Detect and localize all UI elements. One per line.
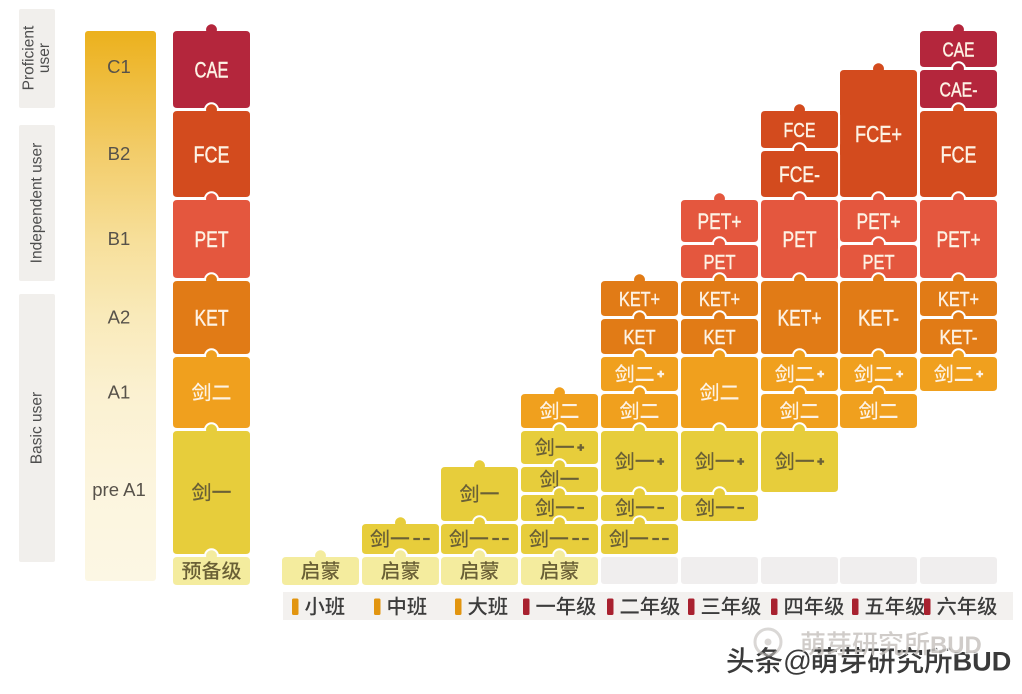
svg-text:KET: KET xyxy=(624,326,656,349)
svg-text:KET+: KET+ xyxy=(778,306,822,331)
svg-text:KET+: KET+ xyxy=(699,288,740,311)
svg-text:KET+: KET+ xyxy=(619,288,660,311)
svg-text:PET+: PET+ xyxy=(698,209,742,234)
svg-text:A1: A1 xyxy=(108,382,131,403)
svg-text:FCE: FCE xyxy=(941,142,977,168)
svg-text:PET: PET xyxy=(863,251,895,274)
svg-text:CAE: CAE xyxy=(943,39,975,62)
svg-text:FCE: FCE xyxy=(784,119,816,142)
svg-text:KET-: KET- xyxy=(940,326,978,349)
svg-text:CAE-: CAE- xyxy=(940,79,978,102)
svg-text:BUD: BUD xyxy=(953,645,1012,676)
svg-text:Proficient: Proficient xyxy=(21,25,38,90)
svg-text:B1: B1 xyxy=(108,228,131,249)
svg-text:CAE: CAE xyxy=(195,58,229,83)
svg-text:A2: A2 xyxy=(108,307,131,328)
svg-text:FCE: FCE xyxy=(194,142,230,168)
svg-text:Basic user: Basic user xyxy=(29,392,46,464)
svg-text:C1: C1 xyxy=(107,56,131,77)
svg-text:KET: KET xyxy=(195,306,229,331)
svg-text:B2: B2 xyxy=(108,143,131,164)
svg-text:PET+: PET+ xyxy=(937,227,981,252)
svg-text:FCE-: FCE- xyxy=(779,162,820,187)
svg-text:Independent user: Independent user xyxy=(29,143,46,264)
svg-text:PET+: PET+ xyxy=(857,209,901,234)
svg-text:PET: PET xyxy=(783,227,817,252)
svg-text:FCE+: FCE+ xyxy=(855,121,902,147)
svg-text:KET+: KET+ xyxy=(938,288,979,311)
svg-text:KET: KET xyxy=(704,326,736,349)
svg-text:pre A1: pre A1 xyxy=(92,479,146,500)
svg-text:PET: PET xyxy=(704,251,736,274)
svg-text:KET-: KET- xyxy=(858,306,899,331)
svg-text:BUD: BUD xyxy=(930,632,982,659)
svg-text:PET: PET xyxy=(195,227,229,252)
svg-text:user: user xyxy=(36,43,53,73)
